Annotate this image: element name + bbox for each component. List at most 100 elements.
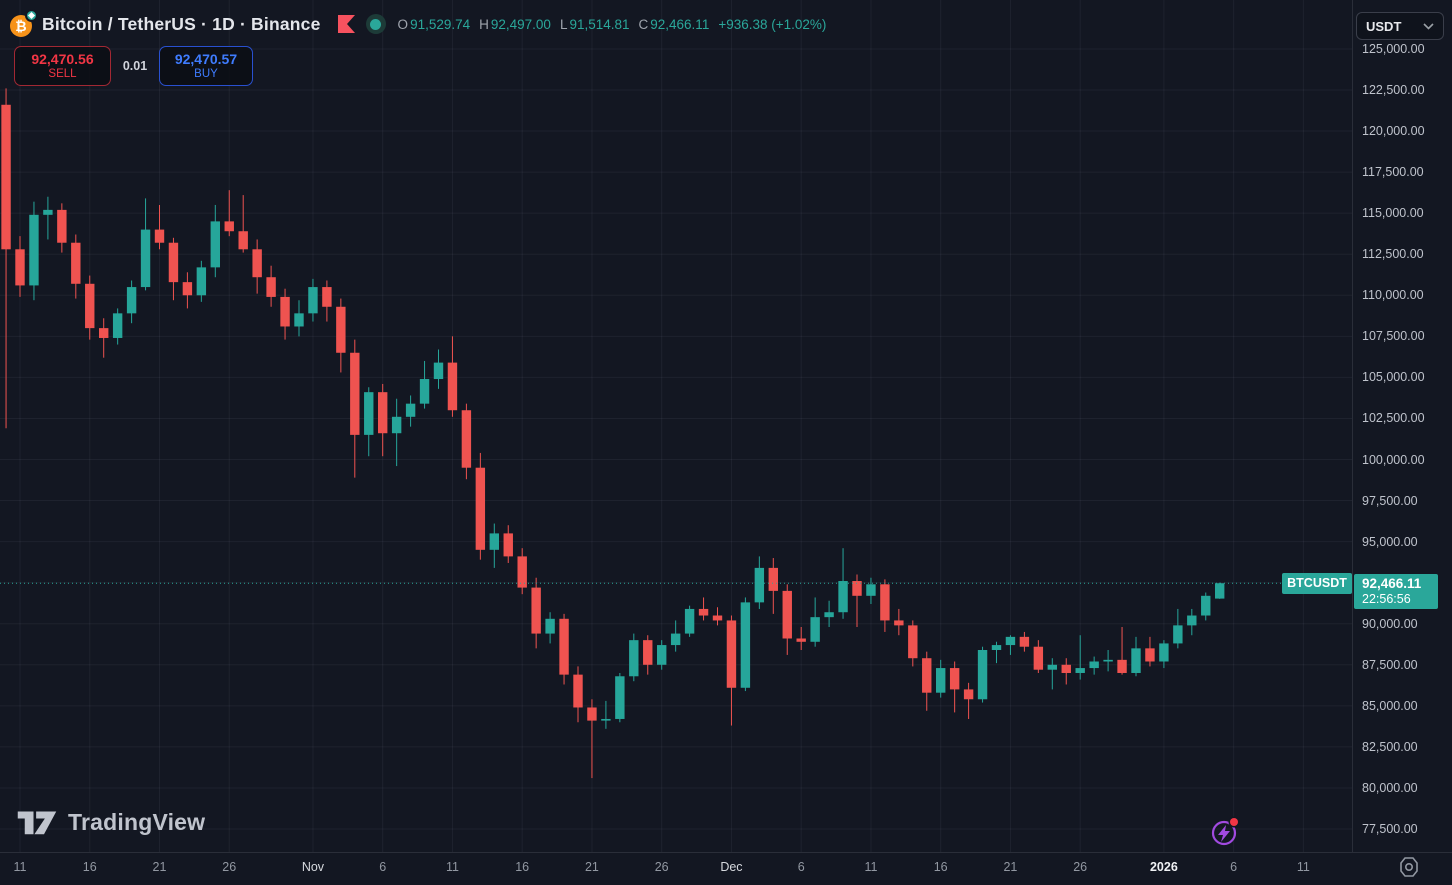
price-axis[interactable]: 125,000.00 122,500.00 120,000.00 117,500.00… xyxy=(1353,0,1452,852)
time-tick: 21 xyxy=(152,860,167,874)
sell-price: 92,470.56 xyxy=(31,50,94,67)
candle-body xyxy=(698,608,709,616)
candle-body xyxy=(922,658,932,693)
candle-body xyxy=(1103,659,1113,662)
price-tick: 105,000.00 xyxy=(1362,370,1425,385)
close-value: 92,466.11 xyxy=(650,16,710,32)
candle-body xyxy=(461,410,472,468)
price-tick: 87,500.00 xyxy=(1362,657,1418,672)
candle-body xyxy=(643,640,653,665)
candle-body xyxy=(963,689,974,700)
candle-body xyxy=(15,249,25,286)
candle-body xyxy=(726,620,737,688)
last-price-label: 92,466.11 22:56:56 xyxy=(1354,573,1438,609)
candle-body xyxy=(433,362,444,380)
candle-body xyxy=(657,645,667,665)
candle-body xyxy=(1215,583,1225,599)
candle-body xyxy=(991,645,1002,650)
candle-body xyxy=(196,267,207,296)
time-tick: 21 xyxy=(1003,860,1018,874)
candle-body xyxy=(350,352,360,435)
candle-body xyxy=(866,584,876,596)
open-value: 91,529.74 xyxy=(410,16,471,32)
price-tick: 82,500.00 xyxy=(1362,739,1418,754)
candle-body xyxy=(908,625,918,659)
symbol-header: ₿ Bitcoin / TetherUS · 1D · Binance O 91… xyxy=(10,9,827,37)
candle-body xyxy=(684,608,695,634)
candle-body xyxy=(252,249,262,278)
bitcoin-logo-icon: ₿ xyxy=(10,9,38,37)
open-label: O xyxy=(397,16,409,32)
sell-button[interactable]: 92,470.56 SELL xyxy=(14,46,111,86)
candle-body xyxy=(838,581,848,613)
candle-body xyxy=(810,617,820,642)
last-price-symbol-tag: BTCUSDT xyxy=(1282,572,1352,594)
time-tick: Dec xyxy=(720,860,743,874)
candle-body xyxy=(475,467,486,550)
candle-body xyxy=(1,104,11,250)
price-tick: 97,500.00 xyxy=(1362,493,1418,508)
candle-body xyxy=(43,209,53,215)
candle-body xyxy=(824,612,834,618)
candle-body xyxy=(336,306,346,353)
buy-button[interactable]: 92,470.57 BUY xyxy=(159,46,253,86)
price-tick: 120,000.00 xyxy=(1362,124,1425,139)
time-tick: 6 xyxy=(797,860,805,874)
candle-body xyxy=(57,209,67,243)
sell-label: SELL xyxy=(48,67,77,80)
candle-body xyxy=(754,567,765,603)
candle-body xyxy=(1159,643,1169,662)
price-axis-separator xyxy=(1352,0,1353,852)
candle-body xyxy=(573,674,583,708)
candle-body xyxy=(601,718,611,721)
time-tick: 11 xyxy=(864,860,878,874)
change-value: +936.38 (+1.02%) xyxy=(718,16,827,32)
flag-icon[interactable] xyxy=(337,14,356,34)
candle-body xyxy=(224,221,234,232)
time-tick: 21 xyxy=(584,860,599,874)
candle-body xyxy=(210,221,220,268)
candle-body xyxy=(1187,615,1197,626)
candle-body xyxy=(168,242,179,283)
time-tick: 11 xyxy=(13,860,27,874)
candle-body xyxy=(378,392,388,434)
time-tick: 26 xyxy=(1073,860,1088,874)
gear-icon[interactable] xyxy=(1396,855,1422,879)
candle-body xyxy=(112,313,123,338)
candle-body xyxy=(977,649,988,700)
time-tick: 26 xyxy=(222,860,237,874)
flash-events-icon[interactable] xyxy=(1206,814,1246,852)
time-tick: 16 xyxy=(82,860,97,874)
candle-body xyxy=(768,567,778,591)
candle-body xyxy=(447,362,458,411)
price-tick: 110,000.00 xyxy=(1362,288,1424,303)
time-axis-separator xyxy=(0,852,1452,853)
candle-body xyxy=(126,287,137,314)
candle-body xyxy=(238,231,248,250)
spread-value: 0.01 xyxy=(122,59,148,73)
candle-body xyxy=(405,403,416,417)
low-label: L xyxy=(559,16,568,32)
candle-body xyxy=(1019,636,1030,647)
time-axis[interactable]: 11 16 21 26 Nov 6 11 16 21 26 Dec 6 11 16 21 26 2026 6 11 xyxy=(0,853,1452,885)
buy-label: BUY xyxy=(194,67,218,80)
price-tick: 77,500.00 xyxy=(1362,822,1418,836)
price-tick: 100,000.00 xyxy=(1362,452,1425,467)
exchange-badge-icon xyxy=(25,9,38,22)
bar-countdown: 22:56:56 xyxy=(1362,592,1411,607)
candle-body xyxy=(391,416,402,434)
time-tick: Nov xyxy=(301,860,325,874)
watermark-text: TradingView xyxy=(68,808,206,835)
time-tick: 16 xyxy=(515,860,530,874)
time-tick: 6 xyxy=(1230,860,1238,874)
currency-dropdown[interactable]: USDT xyxy=(1356,12,1444,40)
candle-body xyxy=(629,640,639,677)
last-price-value: 92,466.11 xyxy=(1362,575,1422,591)
symbol-title[interactable]: Bitcoin / TetherUS · 1D · Binance xyxy=(42,13,321,34)
candle-body xyxy=(559,618,569,675)
price-tick: 115,000.00 xyxy=(1362,206,1424,221)
market-status-icon[interactable] xyxy=(365,14,386,34)
candle-body xyxy=(545,618,555,634)
candle-body xyxy=(740,602,751,688)
